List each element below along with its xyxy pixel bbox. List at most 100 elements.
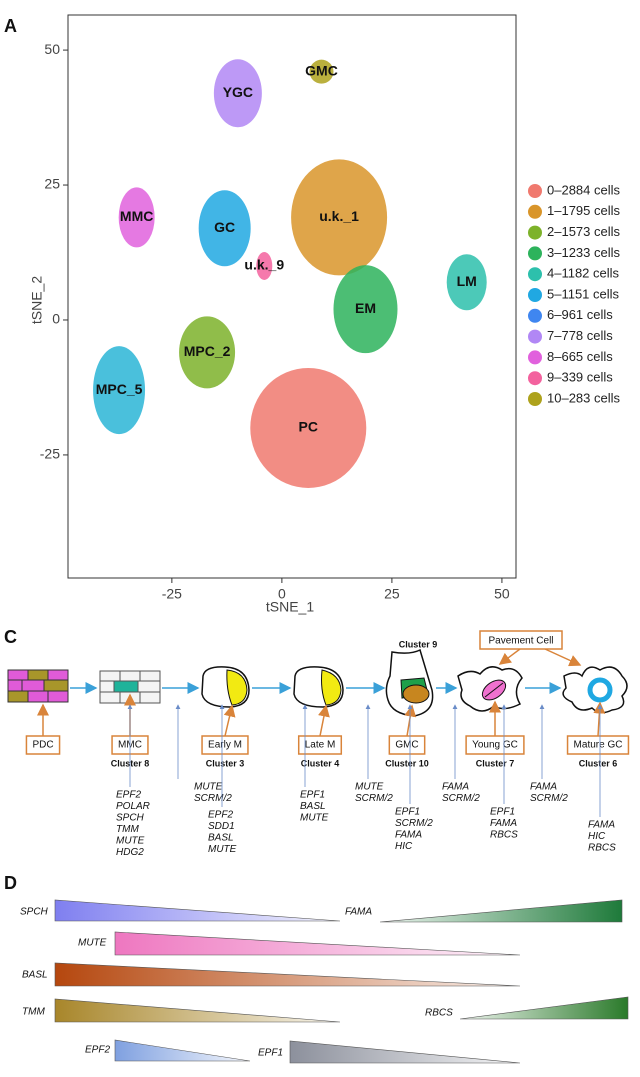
gene-name: EPF1 <box>300 790 325 801</box>
gene-name: FAMA <box>588 820 615 831</box>
cluster <box>446 254 487 311</box>
legend-swatch <box>528 184 542 198</box>
gene-name: SCRM/2 <box>442 793 480 804</box>
gene-name: RBCS <box>588 843 616 854</box>
x-tick-label: 50 <box>494 586 510 602</box>
expression-gradient <box>289 1040 521 1064</box>
panel-label: C <box>4 627 17 647</box>
legend-swatch <box>528 288 542 302</box>
y-tick-label: 0 <box>52 311 60 327</box>
legend-label: 5–1151 cells <box>547 286 620 301</box>
gene-name: EPF1 <box>490 807 515 818</box>
legend-swatch <box>528 267 542 282</box>
expression-gradient <box>54 998 341 1023</box>
legend-swatch <box>528 350 542 365</box>
stage-label: Late M <box>305 740 336 751</box>
cluster <box>198 190 251 267</box>
legend-swatch <box>528 225 542 240</box>
cluster-label: Cluster 9 <box>399 639 438 649</box>
legend-swatch <box>528 392 542 406</box>
legend-swatch <box>528 329 542 344</box>
legend-label: 1–1795 cells <box>547 203 620 218</box>
cluster-label: Cluster 6 <box>579 758 618 768</box>
stage-box <box>25 735 61 755</box>
stage-label: PDC <box>32 740 53 751</box>
legend-swatch <box>528 204 542 219</box>
gene-name: FAMA <box>490 818 517 829</box>
gene-name: BASL <box>300 801 326 812</box>
cluster <box>333 265 398 354</box>
pdc-cells <box>7 669 69 703</box>
gene-name: HIC <box>395 841 413 852</box>
cluster-label: Cluster 7 <box>476 758 515 768</box>
cluster <box>309 59 334 84</box>
stage-box <box>465 735 525 755</box>
plot-frame <box>67 14 517 579</box>
gene-name: EPF2 <box>85 1045 110 1056</box>
gene-name: SCRM/2 <box>194 793 232 804</box>
cluster <box>179 316 236 389</box>
box-arrows <box>37 648 606 737</box>
gene-name: FAMA <box>395 830 422 841</box>
gene-name: EPF2 <box>208 810 233 821</box>
cluster-label: GMC <box>305 62 338 78</box>
y-tick-label: 25 <box>44 176 60 192</box>
legend-label: 2–1573 cells <box>547 224 620 239</box>
cluster-label: EM <box>355 300 376 316</box>
x-tick-label: 0 <box>278 586 286 602</box>
gene-name: HDG2 <box>116 847 144 858</box>
gene-name: MUTE <box>78 938 107 949</box>
cluster-label: Cluster 4 <box>301 758 340 768</box>
stage-label: GMC <box>395 740 418 751</box>
cluster-label: u.k._9 <box>244 257 284 273</box>
gene-name: EPF2 <box>116 790 141 801</box>
gene-name: TMM <box>116 824 139 835</box>
expression-gradient <box>459 996 629 1020</box>
cluster-label: u.k._1 <box>319 208 359 224</box>
cluster-label: Cluster 10 <box>385 758 429 768</box>
legend-label: 6–961 cells <box>547 307 613 322</box>
gene-name: MUTE <box>116 836 145 847</box>
gene-name: BASL <box>22 970 48 981</box>
stage-box <box>388 735 426 755</box>
cluster-label: Cluster 3 <box>206 758 245 768</box>
panel-label: D <box>4 873 17 893</box>
legend-label: 4–1182 cells <box>547 266 620 281</box>
cluster-label: PC <box>299 419 318 435</box>
gene-name: MUTE <box>355 782 384 793</box>
gene-name: FAMA <box>345 907 372 918</box>
gene-name: HIC <box>588 831 606 842</box>
legend-label: 8–665 cells <box>547 349 613 364</box>
gene-name: EPF1 <box>258 1048 283 1059</box>
panel-label: A <box>4 16 17 36</box>
gene-name: RBCS <box>490 830 518 841</box>
gene-name: BASL <box>208 833 234 844</box>
cluster-label: YGC <box>223 84 253 100</box>
pavement-label: Pavement Cell <box>488 636 553 647</box>
cluster-label: MPC_2 <box>184 343 231 359</box>
stage-label: Young GC <box>472 740 518 751</box>
legend-label: 7–778 cells <box>547 328 613 343</box>
gene-name: SPCH <box>116 813 145 824</box>
young-gc-cell <box>457 666 523 712</box>
expression-gradient <box>114 1039 251 1062</box>
y-tick-label: -25 <box>40 446 60 462</box>
legend-label: 10–283 cells <box>547 390 620 405</box>
gene-name: MUTE <box>208 844 237 855</box>
gene-name: SCRM/2 <box>395 818 433 829</box>
cluster <box>250 367 367 488</box>
expression-gradient <box>379 899 623 923</box>
pavement-box <box>479 630 563 650</box>
expression-gradient <box>114 931 521 956</box>
cluster-label: GC <box>214 219 235 235</box>
mature-gc-cell <box>562 666 628 714</box>
y-tick-label: 50 <box>44 41 60 57</box>
expression-gradient <box>54 899 341 922</box>
gene-name: SCRM/2 <box>530 793 568 804</box>
legend-swatch <box>528 371 542 386</box>
cluster <box>213 59 262 128</box>
legend-swatch <box>528 246 542 261</box>
stage-label: Early M <box>208 740 242 751</box>
cluster <box>256 252 273 281</box>
